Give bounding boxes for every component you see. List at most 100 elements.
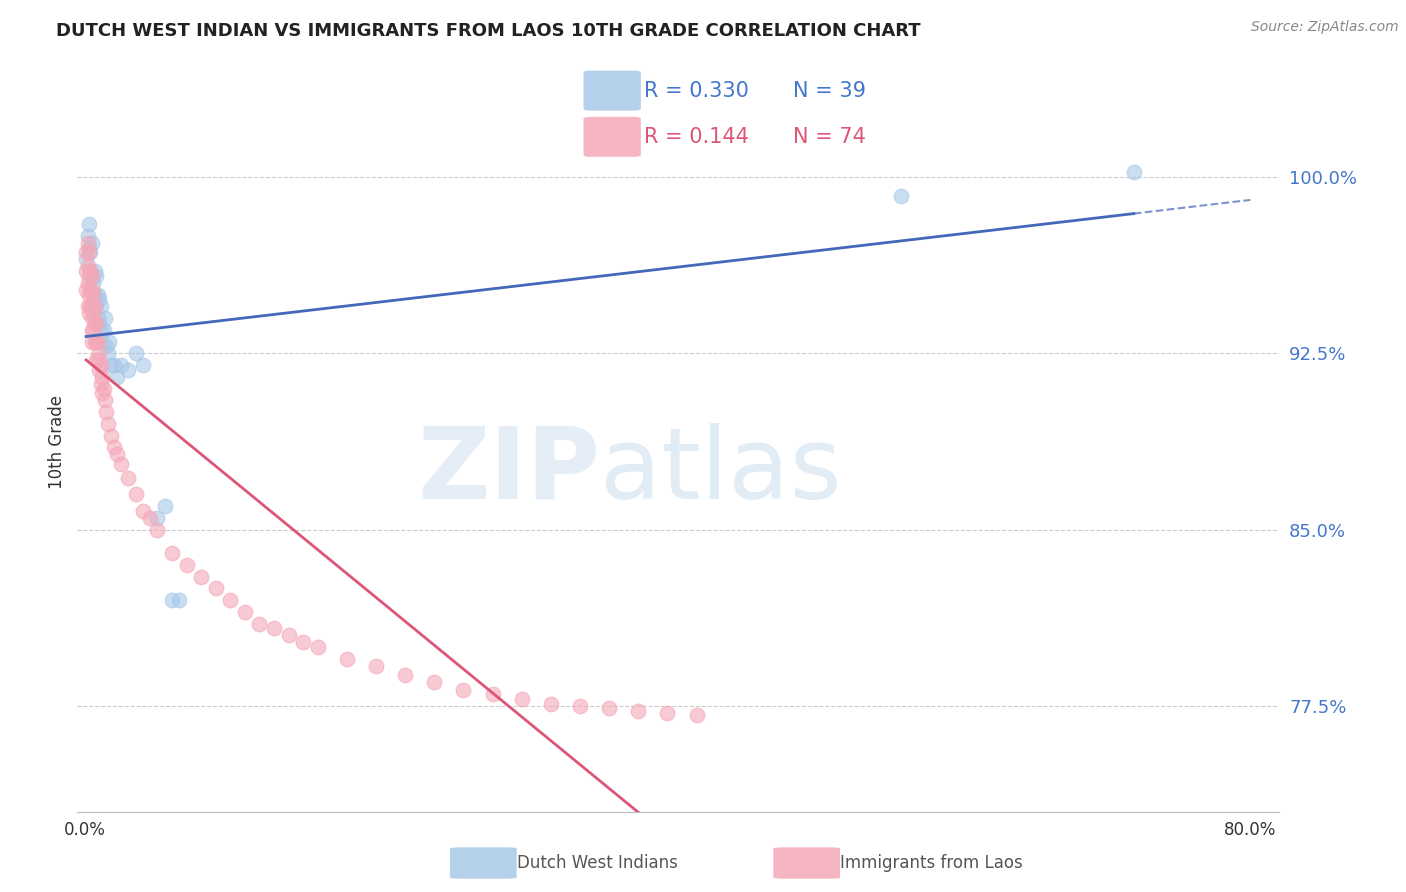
- Point: [77, 217, 100, 231]
- Point: [80, 268, 103, 283]
- Point: [90, 323, 112, 337]
- Point: [394, 668, 416, 682]
- Point: [90, 376, 112, 391]
- Point: [117, 363, 139, 377]
- Point: [627, 704, 650, 718]
- Point: [364, 659, 387, 673]
- Point: [83, 316, 105, 330]
- Point: [77, 245, 100, 260]
- Point: [1122, 165, 1144, 179]
- Point: [598, 701, 620, 715]
- Point: [76, 260, 98, 274]
- Point: [97, 346, 120, 360]
- Point: [219, 593, 242, 607]
- Point: [93, 323, 115, 337]
- Point: [77, 268, 100, 283]
- Point: [100, 428, 122, 442]
- Point: [124, 487, 146, 501]
- Point: [110, 457, 132, 471]
- Point: [82, 276, 104, 290]
- Point: [76, 235, 98, 250]
- Point: [105, 370, 128, 384]
- Point: [90, 299, 112, 313]
- Point: [76, 276, 98, 290]
- Point: [82, 323, 104, 337]
- Point: [76, 299, 98, 313]
- Text: Dutch West Indians: Dutch West Indians: [517, 854, 678, 872]
- Point: [80, 323, 103, 337]
- Point: [93, 382, 115, 396]
- Point: [84, 268, 107, 283]
- Point: [80, 283, 103, 297]
- Point: [90, 358, 112, 372]
- Point: [277, 628, 299, 642]
- Point: [105, 447, 128, 461]
- Point: [423, 675, 446, 690]
- Text: N = 74: N = 74: [793, 128, 866, 147]
- Text: N = 39: N = 39: [793, 81, 866, 101]
- FancyBboxPatch shape: [583, 117, 641, 157]
- Point: [79, 264, 101, 278]
- Point: [233, 605, 256, 619]
- Point: [657, 706, 679, 720]
- Point: [510, 692, 533, 706]
- Point: [79, 264, 101, 278]
- Point: [160, 546, 183, 560]
- Point: [103, 441, 125, 455]
- Point: [87, 353, 110, 368]
- Point: [75, 245, 97, 260]
- Point: [87, 311, 110, 326]
- Point: [75, 283, 97, 297]
- Point: [79, 245, 101, 260]
- Point: [110, 358, 132, 372]
- Point: [292, 635, 315, 649]
- Point: [89, 346, 111, 360]
- Point: [80, 334, 103, 349]
- Point: [76, 228, 98, 243]
- FancyBboxPatch shape: [450, 847, 517, 879]
- Point: [139, 511, 162, 525]
- Point: [685, 708, 707, 723]
- Point: [83, 334, 105, 349]
- Point: [83, 287, 105, 301]
- Point: [75, 264, 97, 278]
- Point: [481, 687, 503, 701]
- Point: [79, 283, 101, 297]
- Point: [94, 311, 117, 326]
- Point: [75, 252, 97, 267]
- Point: [249, 616, 271, 631]
- Text: atlas: atlas: [600, 423, 842, 520]
- Point: [84, 316, 107, 330]
- Point: [103, 358, 125, 372]
- Point: [453, 682, 475, 697]
- Point: [96, 339, 118, 353]
- Point: [132, 358, 155, 372]
- FancyBboxPatch shape: [583, 70, 641, 111]
- Point: [336, 652, 359, 666]
- Text: Source: ZipAtlas.com: Source: ZipAtlas.com: [1251, 20, 1399, 34]
- Point: [82, 287, 104, 301]
- Point: [100, 358, 122, 372]
- Point: [98, 334, 121, 349]
- Point: [176, 558, 198, 572]
- Point: [79, 299, 101, 313]
- Point: [190, 570, 212, 584]
- Point: [263, 621, 285, 635]
- Point: [146, 511, 169, 525]
- Point: [91, 370, 114, 384]
- Point: [307, 640, 329, 655]
- Point: [80, 268, 103, 283]
- Point: [117, 471, 139, 485]
- Point: [84, 299, 107, 313]
- Point: [540, 697, 562, 711]
- Point: [97, 417, 120, 431]
- Point: [146, 523, 169, 537]
- Point: [94, 393, 117, 408]
- Point: [80, 311, 103, 326]
- Point: [89, 316, 111, 330]
- Point: [204, 582, 226, 596]
- Point: [83, 264, 105, 278]
- Point: [82, 299, 104, 313]
- Point: [77, 306, 100, 320]
- Point: [169, 593, 191, 607]
